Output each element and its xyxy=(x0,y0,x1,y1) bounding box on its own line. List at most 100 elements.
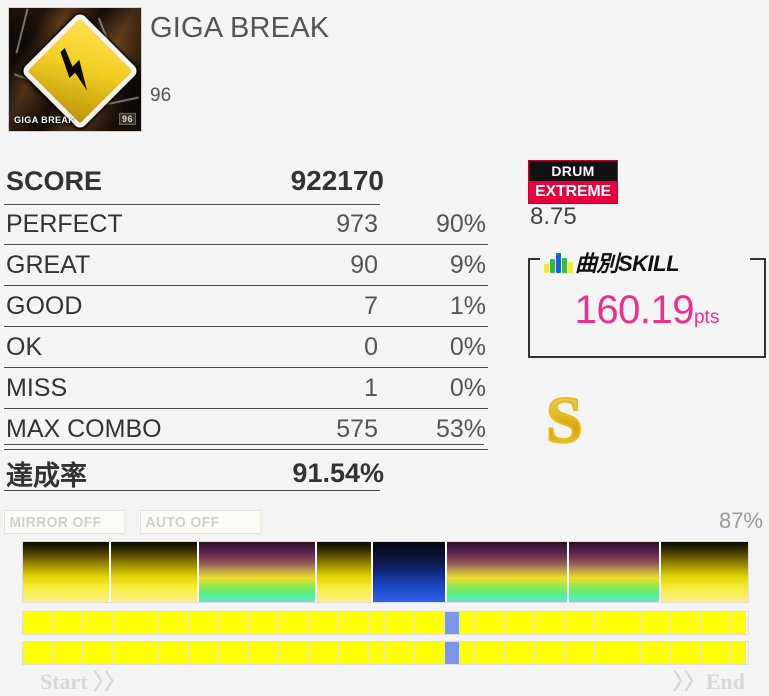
jacket-title-text: GIGA BREAK xyxy=(14,115,76,125)
note-tick xyxy=(520,642,536,664)
score-label: SCORE xyxy=(6,165,103,196)
note-tick xyxy=(399,642,415,664)
note-tick xyxy=(248,642,264,664)
note-tick xyxy=(369,612,385,634)
table-row: PERFECT 973 90% xyxy=(4,204,488,245)
note-tick xyxy=(98,612,114,634)
note-tick xyxy=(610,642,626,664)
note-tick xyxy=(505,612,521,634)
song-level: 96 xyxy=(150,85,172,106)
judgement-count: 575 xyxy=(336,414,378,443)
note-tick xyxy=(218,642,234,664)
note-density-strip[interactable] xyxy=(22,611,749,635)
note-tick xyxy=(354,642,370,664)
note-tick xyxy=(294,642,310,664)
note-tick xyxy=(489,612,505,634)
bar-chart-bar xyxy=(544,264,549,273)
note-tick xyxy=(565,612,581,634)
score-divider xyxy=(4,204,380,205)
note-tick xyxy=(670,612,686,634)
note-tick xyxy=(670,642,686,664)
note-tick xyxy=(279,612,295,634)
note-tick xyxy=(264,642,280,664)
judgement-count: 1 xyxy=(364,373,378,402)
note-tick xyxy=(655,642,671,664)
table-row-achievement: 達成率 91.54% xyxy=(4,450,488,496)
note-tick xyxy=(23,612,39,634)
mirror-option-label: MIRROR OFF xyxy=(9,513,102,531)
note-tick xyxy=(68,612,84,634)
judgement-label: GOOD xyxy=(6,291,83,320)
note-tick xyxy=(505,642,521,664)
bar-chart-bar xyxy=(568,262,573,273)
table-row: GOOD 7 1% xyxy=(4,286,488,327)
note-tick xyxy=(685,612,701,634)
note-tick xyxy=(188,642,204,664)
note-tick xyxy=(625,642,641,664)
note-tick xyxy=(23,642,39,664)
judgement-label: OK xyxy=(6,332,43,361)
note-tick xyxy=(640,642,656,664)
note-tick xyxy=(354,612,370,634)
note-tick xyxy=(520,612,536,634)
judgement-percent: 0% xyxy=(449,373,486,402)
note-tick xyxy=(474,612,490,634)
song-jacket[interactable]: GIGA BREAK 96 xyxy=(8,7,142,132)
rank-letter: S xyxy=(545,384,584,457)
note-tick xyxy=(264,612,280,634)
note-tick xyxy=(324,642,340,664)
gauge-segment-rainbow xyxy=(199,542,317,602)
bar-chart-bar xyxy=(562,258,567,273)
note-tick xyxy=(339,612,355,634)
life-gauge xyxy=(22,541,749,603)
note-tick xyxy=(580,612,596,634)
judgement-count: 0 xyxy=(364,332,378,361)
auto-option-label: AUTO OFF xyxy=(145,513,220,531)
note-tick xyxy=(700,612,716,634)
note-tick xyxy=(550,642,566,664)
note-tick xyxy=(565,642,581,664)
results-table: SCORE 922170 PERFECT 973 90% GREAT 90 9%… xyxy=(4,158,488,496)
note-tick xyxy=(715,642,731,664)
achievement-label: 達成率 xyxy=(6,460,87,491)
note-tick xyxy=(309,612,325,634)
note-tick xyxy=(188,612,204,634)
bar-chart-bar xyxy=(556,253,561,273)
skill-logo-text: 曲別SKILL xyxy=(575,251,680,276)
note-tick xyxy=(218,612,234,634)
note-tick xyxy=(384,612,400,634)
judgement-percent: 90% xyxy=(435,209,486,238)
clear-percent: 87% xyxy=(718,508,763,533)
auto-option-chip[interactable]: AUTO OFF xyxy=(140,510,262,534)
gauge-segment-rainbow xyxy=(569,542,661,602)
judgement-percent: 9% xyxy=(449,250,486,279)
note-marker xyxy=(444,642,460,664)
note-tick xyxy=(474,642,490,664)
note-tick xyxy=(700,642,716,664)
bar-chart-bar xyxy=(550,259,555,273)
note-tick xyxy=(535,642,551,664)
note-tick xyxy=(550,612,566,634)
note-tick xyxy=(53,642,69,664)
judgement-label: MAX COMBO xyxy=(6,414,162,443)
note-tick xyxy=(203,642,219,664)
note-tick xyxy=(580,642,596,664)
timeline-footer: Start 〉〉 〉〉End xyxy=(0,664,769,694)
table-row: OK 0 0% xyxy=(4,327,488,368)
note-tick xyxy=(143,612,159,634)
achievement-value: 91.54% xyxy=(292,457,384,488)
note-density-strip[interactable] xyxy=(22,641,749,665)
note-tick xyxy=(68,642,84,664)
judgement-label: MISS xyxy=(6,373,68,402)
table-row: MISS 1 0% xyxy=(4,368,488,409)
note-tick xyxy=(414,612,430,634)
note-tick xyxy=(173,642,189,664)
start-label: Start 〉〉 xyxy=(40,669,127,694)
judgement-label: PERFECT xyxy=(6,209,123,238)
judgement-count: 90 xyxy=(350,250,378,279)
gauge-segment-blue xyxy=(373,542,447,602)
note-tick xyxy=(730,642,746,664)
judgement-count: 7 xyxy=(364,291,378,320)
mirror-option-chip[interactable]: MIRROR OFF xyxy=(4,510,126,534)
note-marker xyxy=(444,612,460,634)
